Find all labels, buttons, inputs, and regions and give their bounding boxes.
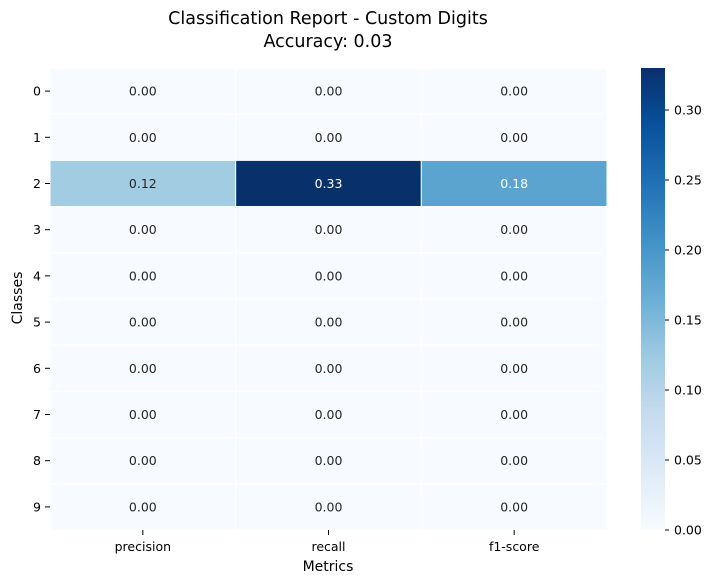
colorbar-tick-label: 0.30 <box>674 103 702 118</box>
colorbar <box>641 68 665 530</box>
colorbar-tick-label: 0.10 <box>674 383 702 398</box>
cell-value-label: 0.00 <box>315 361 343 376</box>
y-tick-label: 7 <box>33 407 41 422</box>
heatmap-cell <box>420 437 608 485</box>
x-tick-label: precision <box>115 539 171 554</box>
heatmap-cell <box>420 298 608 346</box>
heatmap-cell <box>49 252 237 300</box>
cell-value-label: 0.00 <box>315 315 343 330</box>
cell-value-label: 0.00 <box>129 499 157 514</box>
cell-value-label: 0.00 <box>315 499 343 514</box>
cell-value-label: 0.00 <box>129 130 157 145</box>
y-tick-label: 4 <box>33 268 41 283</box>
heatmap-cell <box>420 252 608 300</box>
heatmap-cell <box>235 159 422 208</box>
cell-value-label: 0.33 <box>315 176 343 191</box>
heatmap-cell <box>420 113 608 161</box>
heatmap-cell <box>49 206 237 254</box>
y-tick-label: 5 <box>33 315 41 330</box>
cell-value-label: 0.00 <box>315 222 343 237</box>
chart-title: Classification Report - Custom Digits <box>168 9 488 29</box>
heatmap-cell <box>49 483 237 531</box>
heatmap-cell <box>49 390 237 439</box>
colorbar-tick-label: 0.25 <box>674 173 702 188</box>
x-axis: precision recall f1-score <box>115 530 540 554</box>
colorbar-axis: 0.00 0.05 0.10 0.15 0.20 0.25 0.30 <box>665 103 702 538</box>
cell-value-label: 0.00 <box>500 130 528 145</box>
cell-value-label: 0.00 <box>129 315 157 330</box>
y-axis-label: Classes <box>10 272 26 325</box>
heatmap-cell <box>420 344 608 392</box>
cell-value-label: 0.00 <box>315 453 343 468</box>
cell-value-label: 0.00 <box>500 407 528 422</box>
cell-value-label: 0.12 <box>129 176 157 191</box>
heatmap-cell <box>235 483 422 531</box>
cell-value-label: 0.00 <box>500 222 528 237</box>
cell-value-label: 0.00 <box>129 361 157 376</box>
x-axis-label: Metrics <box>303 559 354 575</box>
x-tick-label: f1-score <box>489 539 540 554</box>
cell-value-label: 0.00 <box>129 407 157 422</box>
heatmap-cell <box>235 298 422 346</box>
y-tick-label: 0 <box>33 84 41 99</box>
cell-value-label: 0.00 <box>500 361 528 376</box>
x-tick-label: recall <box>311 539 345 554</box>
cell-value-label: 0.00 <box>500 453 528 468</box>
cell-value-label: 0.00 <box>129 453 157 468</box>
chart-subtitle: Accuracy: 0.03 <box>263 32 392 52</box>
y-axis: 0 1 2 3 4 5 6 7 8 9 <box>33 84 50 514</box>
cell-value-label: 0.00 <box>129 268 157 283</box>
y-tick-label: 2 <box>33 176 41 191</box>
cell-value-label: 0.00 <box>500 84 528 99</box>
cell-value-label: 0.18 <box>500 176 528 191</box>
cell-value-label: 0.00 <box>315 130 343 145</box>
cell-value-label: 0.00 <box>315 84 343 99</box>
heatmap-cell <box>235 344 422 392</box>
heatmap-cell <box>49 344 237 392</box>
heatmap-cell <box>420 390 608 439</box>
y-tick-label: 1 <box>33 130 41 145</box>
heatmap-cells: 0.00 0.00 0.00 0.00 0.00 0.00 0.12 0.33 0.18 0.00… <box>49 67 608 531</box>
colorbar-tick-label: 0.20 <box>674 243 702 258</box>
cell-value-label: 0.00 <box>315 407 343 422</box>
heatmap-cell <box>420 67 608 115</box>
y-tick-label: 9 <box>33 499 41 514</box>
cell-value-label: 0.00 <box>500 268 528 283</box>
heatmap-cell <box>235 252 422 300</box>
cell-value-label: 0.00 <box>315 268 343 283</box>
cell-value-label: 0.00 <box>500 315 528 330</box>
heatmap-cell <box>235 390 422 439</box>
y-tick-label: 6 <box>33 361 41 376</box>
heatmap-cell <box>49 113 237 161</box>
colorbar-tick-label: 0.15 <box>674 313 702 328</box>
colorbar-tick-label: 0.05 <box>674 453 702 468</box>
heatmap-cell <box>420 206 608 254</box>
heatmap-cell <box>235 67 422 115</box>
y-tick-label: 8 <box>33 453 41 468</box>
heatmap-cell <box>49 437 237 485</box>
cell-value-label: 0.00 <box>500 499 528 514</box>
y-tick-label: 3 <box>33 222 41 237</box>
colorbar-tick-label: 0.00 <box>674 523 702 538</box>
heatmap-cell <box>235 113 422 161</box>
heatmap-cell <box>49 67 237 115</box>
cell-value-label: 0.00 <box>129 84 157 99</box>
cell-value-label: 0.00 <box>129 222 157 237</box>
heatmap-cell <box>420 483 608 531</box>
